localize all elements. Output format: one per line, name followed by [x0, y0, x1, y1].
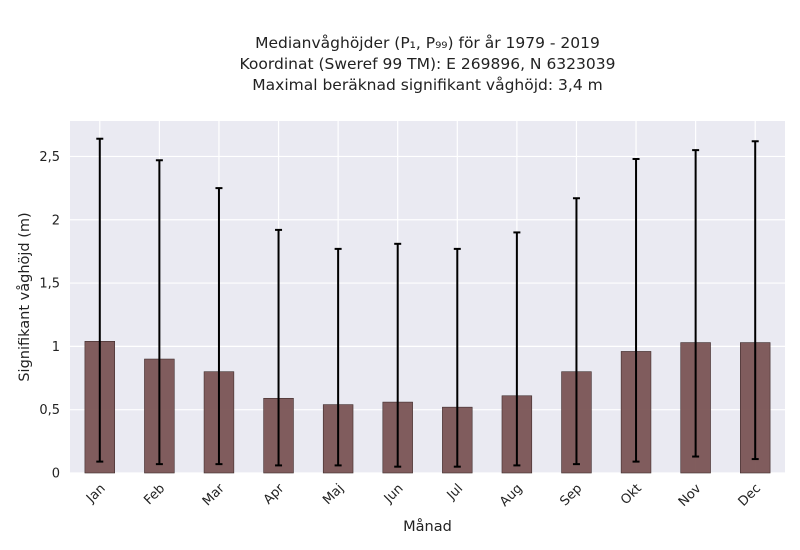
y-axis-ticks: 0 0,5 1 1,5 2 2,5 — [39, 150, 60, 482]
x-tick-label: Jul — [444, 481, 466, 503]
y-tick-label: 2,5 — [39, 150, 60, 165]
chart-title-line-1: Medianvåghöjder (P₁, P₉₉) för år 1979 - … — [255, 34, 600, 52]
x-tick-label: Jan — [83, 481, 108, 506]
chart-title-line-3: Maximal beräknad signifikant våghöjd: 3,… — [252, 76, 603, 94]
x-tick-label: Dec — [736, 481, 764, 509]
chart-title: Medianvåghöjder (P₁, P₉₉) för år 1979 - … — [0, 33, 800, 96]
x-tick-label: Sep — [557, 481, 585, 509]
x-axis-ticks: Jan Feb Mar Apr Maj Jun Jul Aug Sep Okt Nov Dec — [83, 481, 764, 510]
error-bars — [96, 137, 759, 468]
chart-title-line-2: Koordinat (Sweref 99 TM): E 269896, N 63… — [239, 55, 616, 73]
plot-area — [70, 121, 785, 473]
x-tick-label: Apr — [261, 481, 288, 508]
x-axis-label: Månad — [403, 518, 452, 535]
y-tick-label: 0,5 — [39, 403, 60, 418]
x-tick-label: Mar — [200, 481, 228, 509]
y-tick-label: 2 — [52, 213, 60, 228]
y-tick-label: 1,5 — [39, 277, 60, 292]
x-tick-label: Nov — [676, 481, 705, 510]
x-tick-label: Aug — [497, 481, 526, 510]
y-axis-label: Signifikant våghöjd (m) — [16, 212, 33, 381]
x-tick-label: Jun — [381, 481, 407, 507]
x-tick-label: Maj — [320, 481, 347, 508]
x-tick-label: Okt — [618, 481, 645, 508]
y-tick-label: 1 — [52, 340, 60, 355]
y-tick-label: 0 — [52, 467, 60, 482]
x-tick-label: Feb — [141, 481, 168, 508]
